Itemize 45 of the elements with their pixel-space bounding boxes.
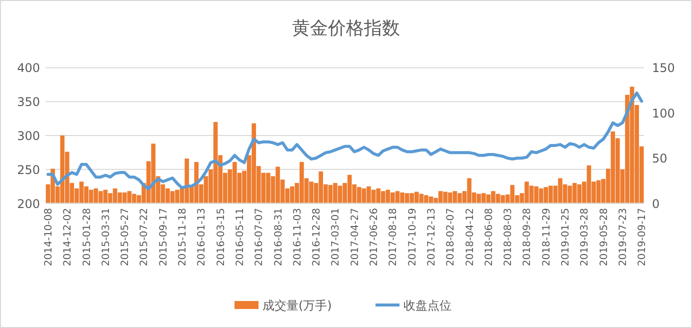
x-tick-label: 2014-12-02 <box>62 208 74 266</box>
y-tick-label: 200 <box>17 196 40 211</box>
x-tick-label: 2019-01-25 <box>560 208 572 266</box>
y2-tick-label: 50 <box>652 152 668 166</box>
x-tick-label: 2018-04-12 <box>464 208 476 266</box>
x-tick-label: 2016-05-11 <box>234 208 246 266</box>
y2-tick-label: 150 <box>652 61 675 76</box>
x-tick-label: 2019-07-23 <box>618 208 629 266</box>
x-tick-label: 2019-09-17 <box>637 208 648 266</box>
y2-tick-label: 100 <box>652 106 675 120</box>
x-tick-label: 2016-12-28 <box>312 208 323 266</box>
x-tick-label: 2016-08-31 <box>273 208 284 266</box>
x-tick-label: 2016-01-13 <box>196 208 208 266</box>
x-tick-label: 2015-03-31 <box>100 208 112 266</box>
x-tick-label: 2018-09-28 <box>522 208 534 266</box>
x-tick-label: 2019-05-28 <box>598 208 610 266</box>
y-tick-label: 350 <box>17 95 40 110</box>
x-tick-label: 2017-03-01 <box>330 208 342 266</box>
x-tick-label: 2018-11-29 <box>541 208 552 266</box>
x-tick-label: 2015-05-27 <box>120 208 132 266</box>
x-tick-label: 2019-03-28 <box>580 208 591 266</box>
y-tick-label: 400 <box>17 61 40 76</box>
x-tick-label: 2017-10-19 <box>407 208 418 266</box>
x-tick-label: 2017-06-26 <box>369 208 380 266</box>
x-tick-label: 2015-01-28 <box>82 208 93 266</box>
y-tick-label: 250 <box>17 162 40 177</box>
x-tick-label: 2015-11-18 <box>178 208 189 266</box>
legend-label: 收盘点位 <box>404 298 452 312</box>
x-tick-label: 2016-07-07 <box>254 208 266 266</box>
x-tick-label: 2015-09-17 <box>158 208 170 266</box>
chart-title: 黄金价格指数 <box>292 18 400 39</box>
x-tick-label: 2018-06-08 <box>484 208 495 266</box>
y-tick-label: 300 <box>17 129 40 143</box>
legend-label: 成交量(万手) <box>262 298 332 312</box>
x-tick-label: 2017-08-18 <box>388 208 400 266</box>
x-tick-label: 2017-04-27 <box>350 208 361 266</box>
x-tick-label: 2015-07-22 <box>139 208 150 266</box>
x-tick-label: 2016-11-03 <box>292 208 304 266</box>
x-tick-label: 2018-08-03 <box>503 208 514 266</box>
x-tick-label: 2018-02-07 <box>446 208 457 266</box>
y2-tick-label: 0 <box>652 196 660 211</box>
x-tick-label: 2017-12-13 <box>426 208 438 266</box>
x-tick-label: 2016-03-15 <box>216 208 227 266</box>
x-tick-label: 2014-10-08 <box>43 208 54 266</box>
line-series <box>46 92 644 190</box>
